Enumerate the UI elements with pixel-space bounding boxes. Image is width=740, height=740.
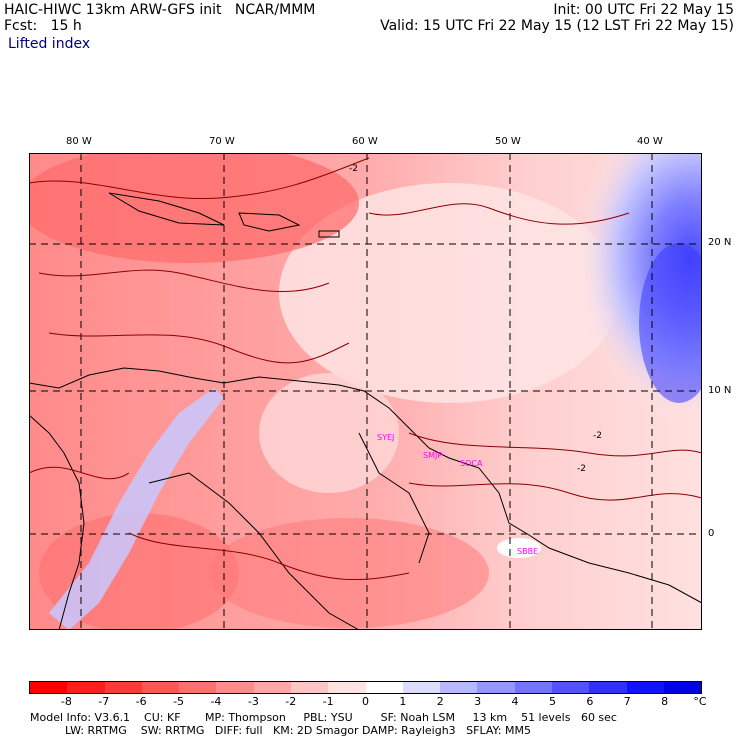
colorbar-swatch	[626, 682, 664, 693]
colorbar-tick-label: 6	[586, 695, 594, 708]
contour-label: -2	[577, 464, 586, 474]
li-contour	[128, 532, 410, 581]
colorbar-tick-label: 4	[511, 695, 519, 708]
colorbar-swatch	[514, 682, 552, 693]
colorbar-tick-label: 0	[362, 695, 369, 708]
li-contour	[29, 466, 130, 480]
colorbar-tick-label: -2	[285, 695, 297, 708]
li-contour	[38, 269, 330, 293]
andes-stable-strip	[49, 388, 224, 630]
model-title: HAIC-HIWC 13km ARW-GFS init NCAR/MMM	[4, 2, 316, 18]
colorbar-swatch	[141, 682, 180, 693]
colorbar-tick-label: -5	[173, 695, 185, 708]
pacific-coast	[29, 414, 85, 630]
li-contour	[408, 432, 702, 457]
country-border	[358, 432, 430, 564]
colorbar-swatch	[253, 682, 291, 693]
colorbar-swatch	[365, 682, 403, 693]
contour-label: -2	[593, 431, 602, 441]
strong-red-region	[29, 153, 359, 263]
lon-label-60w: 60 W	[352, 136, 378, 147]
colorbar-swatch	[328, 682, 366, 693]
lat-label-10n: 10 N	[708, 385, 732, 396]
country-border	[148, 472, 360, 630]
hispaniola-island	[238, 212, 301, 232]
colorbar-tick-label: 3	[474, 695, 482, 708]
lon-label-40w: 40 W	[637, 136, 663, 147]
lifted-index-map: -2 -2 -2 SYEJ SMJP SOCA SBBE	[29, 153, 702, 630]
colorbar-tick-label: -7	[98, 695, 110, 708]
colorbar-swatch	[104, 682, 142, 693]
station-label-soca: SOCA	[460, 459, 483, 468]
colorbar	[29, 681, 702, 694]
li-contours	[29, 157, 702, 581]
stable-core	[639, 243, 702, 403]
pale-region	[259, 373, 399, 493]
lon-label-70w: 70 W	[209, 136, 235, 147]
init-time: Init: 00 UTC Fri 22 May 15	[553, 2, 734, 18]
colorbar-swatch	[30, 682, 68, 693]
field-name: Lifted index	[8, 36, 91, 52]
colorbar-swatch	[551, 682, 590, 693]
colorbar-tick-label: 2	[436, 695, 444, 708]
colorbar-tick-label: 1	[399, 695, 407, 708]
white-patch	[497, 538, 541, 558]
colorbar-tick-label: -8	[60, 695, 72, 708]
colorbar-swatch	[179, 682, 217, 693]
lat-label-0: 0	[708, 528, 715, 539]
colorbar-swatch	[290, 682, 329, 693]
colorbar-tick-label: -6	[135, 695, 147, 708]
colorbar-unit: °C	[693, 695, 707, 708]
strong-red-region	[209, 518, 489, 628]
map-frame	[29, 153, 702, 630]
colorbar-swatch	[663, 682, 702, 693]
lon-label-50w: 50 W	[495, 136, 521, 147]
colorbar-swatch	[216, 682, 254, 693]
lon-label-80w: 80 W	[66, 136, 92, 147]
colorbar-swatch	[589, 682, 627, 693]
puerto-rico-island	[318, 230, 340, 238]
li-contour	[29, 157, 370, 200]
colorbar-tick-label: 7	[623, 695, 631, 708]
colorbar-tick-label: -1	[322, 695, 334, 708]
colorbar-tick-label: -3	[247, 695, 259, 708]
li-contour	[48, 332, 350, 364]
colorbar-tick-label: 8	[661, 695, 669, 708]
colorbar-swatch	[67, 682, 105, 693]
caribbean-coast	[29, 367, 702, 604]
forecast-hour: Fcst: 15 h	[4, 18, 82, 34]
cuba-island	[108, 192, 225, 226]
colorbar-swatch	[477, 682, 515, 693]
li-contour	[368, 203, 630, 225]
valid-time: Valid: 15 UTC Fri 22 May 15 (12 LST Fri …	[380, 18, 734, 34]
colorbar-tick-label: -4	[210, 695, 222, 708]
station-label-smjp: SMJP	[423, 451, 442, 460]
colorbar-tick-label: 5	[548, 695, 556, 708]
coastlines	[29, 192, 702, 630]
colorbar-swatch	[402, 682, 441, 693]
model-info-line1: Model Info: V3.6.1 CU: KF MP: Thompson P…	[30, 711, 617, 724]
li-contour	[408, 482, 702, 501]
station-label-syej: SYEJ	[377, 433, 394, 442]
station-label-sbbe: SBBE	[517, 547, 538, 556]
colorbar-swatch	[440, 682, 478, 693]
lat-label-20n: 20 N	[708, 237, 732, 248]
model-info-line2: LW: RRTMG SW: RRTMG DIFF: full KM: 2D Sm…	[30, 724, 531, 737]
contour-label: -2	[349, 164, 358, 174]
